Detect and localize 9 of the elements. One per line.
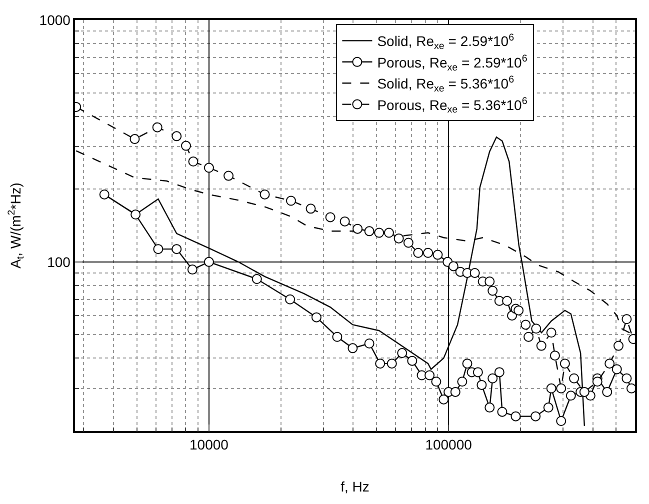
y-tick-label: 1000 [39,12,71,28]
legend-label: Porous, Re$_{xe}$ = 5.36*10$^{6}$ [377,96,528,116]
x-tick-label: 100000 [425,436,472,453]
y-tick-label: 100 [47,254,71,270]
legend-label: Porous, Re$_{xe}$ = 2.59*10$^{6}$ [377,53,528,74]
x-tick-label: 10000 [189,436,229,453]
x-axis-title: f, Hz [340,478,370,494]
legend-label: Solid, Re$_{xe}$ = 5.36*10$^{6}$ [377,74,515,95]
legend-label: Solid, Re$_{xe}$ = 2.59*10$^{6}$ [377,32,515,52]
